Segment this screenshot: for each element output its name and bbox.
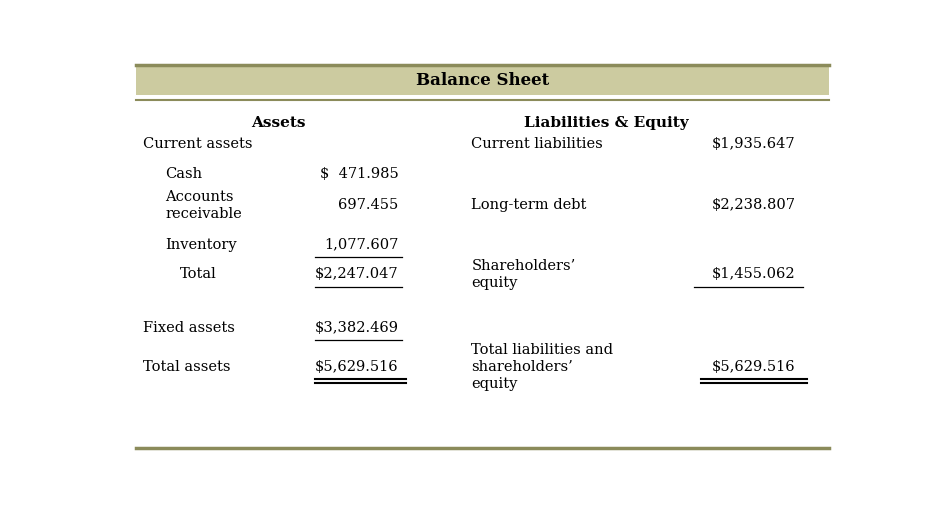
Bar [136,66,829,95]
Text: Inventory: Inventory [165,238,236,252]
Text: Fixed assets: Fixed assets [143,321,235,334]
Text: Total liabilities and
shareholders’
equity: Total liabilities and shareholders’ equi… [471,343,614,391]
Text: 697.455: 697.455 [338,198,398,212]
Text: 1,077.607: 1,077.607 [324,238,398,252]
Text: Current liabilities: Current liabilities [471,137,603,151]
Text: Cash: Cash [165,167,202,181]
Text: $1,455.062: $1,455.062 [712,267,796,281]
Text: Accounts
receivable: Accounts receivable [165,189,242,221]
Text: $5,629.516: $5,629.516 [315,360,398,374]
Text: Liabilities & Equity: Liabilities & Equity [524,116,689,130]
Text: Shareholders’
equity: Shareholders’ equity [471,259,576,290]
Text: Balance Sheet: Balance Sheet [416,72,549,89]
Text: Total: Total [180,267,216,281]
Text: $  471.985: $ 471.985 [320,167,398,181]
Text: Assets: Assets [251,116,305,130]
Text: $5,629.516: $5,629.516 [712,360,796,374]
Text: Current assets: Current assets [143,137,252,151]
Text: $2,247.047: $2,247.047 [315,267,398,281]
Text: Long-term debt: Long-term debt [471,198,586,212]
Text: $3,382.469: $3,382.469 [314,321,398,334]
Text: $2,238.807: $2,238.807 [711,198,796,212]
Text: Total assets: Total assets [143,360,231,374]
Text: $1,935.647: $1,935.647 [712,137,796,151]
